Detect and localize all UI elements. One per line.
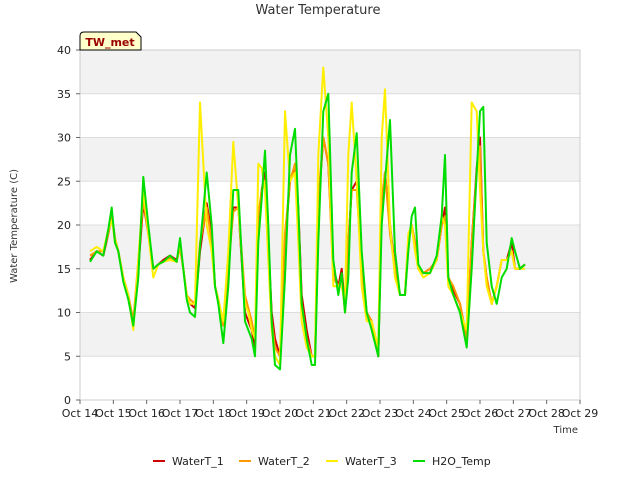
station-tag: TW_met	[79, 31, 142, 51]
background-band	[80, 225, 580, 269]
background-band	[80, 50, 580, 94]
x-tick-label: Oct 15	[95, 407, 132, 420]
series-lines	[89, 66, 526, 371]
y-axis-ticks: 0 5 10 15 20 25 30 35 40	[57, 44, 80, 407]
x-tick-label: Oct 25	[428, 407, 465, 420]
x-axis-title: Time	[553, 425, 578, 436]
plot-background-bands	[80, 50, 580, 357]
series-line-h2o-temp	[89, 92, 526, 371]
y-tick-label: 15	[57, 263, 71, 276]
x-tick-label: Oct 16	[128, 407, 165, 420]
series-line-watert-3	[89, 66, 525, 366]
x-tick-label: Oct 20	[262, 407, 299, 420]
y-tick-label: 35	[57, 88, 71, 101]
station-tag-box	[79, 31, 142, 51]
x-tick-label: Oct 17	[162, 407, 199, 420]
x-tick-label: Oct 18	[195, 407, 232, 420]
y-tick-label: 40	[57, 44, 71, 57]
legend-label: WaterT_3	[345, 455, 397, 468]
station-tag-label: TW_met	[85, 36, 134, 49]
x-tick-label: Oct 21	[295, 407, 332, 420]
y-tick-label: 25	[57, 175, 71, 188]
x-tick-label: Oct 23	[362, 407, 399, 420]
y-axis-title: Water Temperature (C)	[9, 169, 20, 283]
x-tick-label: Oct 27	[495, 407, 532, 420]
y-tick-label: 10	[57, 307, 71, 320]
legend-label: WaterT_1	[172, 455, 224, 468]
background-band	[80, 312, 580, 357]
x-tick-label: Oct 22	[328, 407, 365, 420]
legend-label: H2O_Temp	[432, 455, 491, 468]
legend: WaterT_1 WaterT_2 WaterT_3 H2O_Temp	[153, 455, 491, 468]
x-tick-label: Oct 28	[528, 407, 565, 420]
y-tick-label: 30	[57, 132, 71, 145]
chart-title: Water Temperature	[256, 3, 381, 18]
y-tick-label: 5	[64, 350, 71, 363]
x-tick-label: Oct 24	[395, 407, 432, 420]
legend-label: WaterT_2	[258, 455, 310, 468]
y-tick-label: 0	[64, 394, 71, 407]
x-tick-label: Oct 14	[62, 407, 99, 420]
x-tick-label: Oct 26	[462, 407, 499, 420]
x-tick-label: Oct 29	[562, 407, 599, 420]
y-tick-label: 20	[57, 219, 71, 232]
x-tick-label: Oct 19	[228, 407, 265, 420]
